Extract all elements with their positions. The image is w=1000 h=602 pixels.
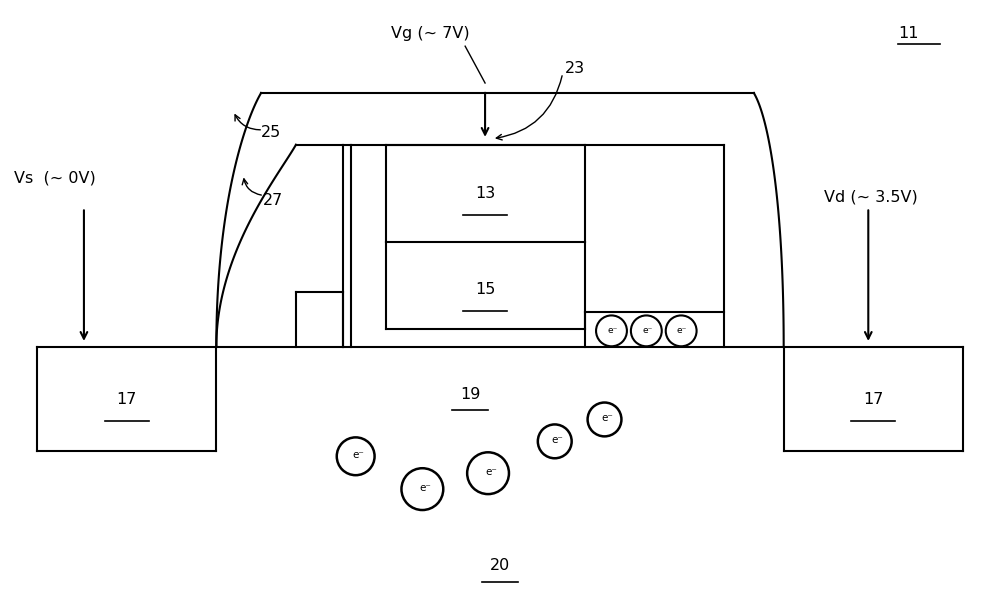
Text: Vs  (~ 0V): Vs (~ 0V) (14, 170, 96, 185)
Text: 25: 25 (261, 125, 281, 140)
Circle shape (467, 452, 509, 494)
Circle shape (666, 315, 697, 346)
Circle shape (588, 403, 621, 436)
Text: 19: 19 (460, 386, 480, 402)
Text: e⁻: e⁻ (642, 326, 653, 335)
Circle shape (401, 468, 443, 510)
Text: 20: 20 (490, 557, 510, 573)
Text: 13: 13 (475, 186, 495, 201)
Text: e⁻: e⁻ (353, 450, 365, 461)
Text: e⁻: e⁻ (485, 467, 497, 477)
Text: 27: 27 (263, 193, 283, 208)
Circle shape (538, 424, 572, 458)
Text: e⁻: e⁻ (419, 483, 431, 493)
Text: 11: 11 (898, 26, 919, 41)
Circle shape (596, 315, 627, 346)
Text: Vd (~ 3.5V): Vd (~ 3.5V) (824, 190, 917, 205)
Text: 17: 17 (117, 391, 137, 406)
Circle shape (337, 438, 375, 475)
Text: 15: 15 (475, 282, 495, 297)
Text: Vg (~ 7V): Vg (~ 7V) (391, 26, 470, 41)
Text: 23: 23 (565, 61, 585, 76)
Text: e⁻: e⁻ (602, 414, 613, 423)
Text: e⁻: e⁻ (607, 326, 618, 335)
Text: e⁻: e⁻ (677, 326, 687, 335)
Text: e⁻: e⁻ (552, 435, 564, 445)
Circle shape (631, 315, 662, 346)
Text: 17: 17 (863, 391, 883, 406)
